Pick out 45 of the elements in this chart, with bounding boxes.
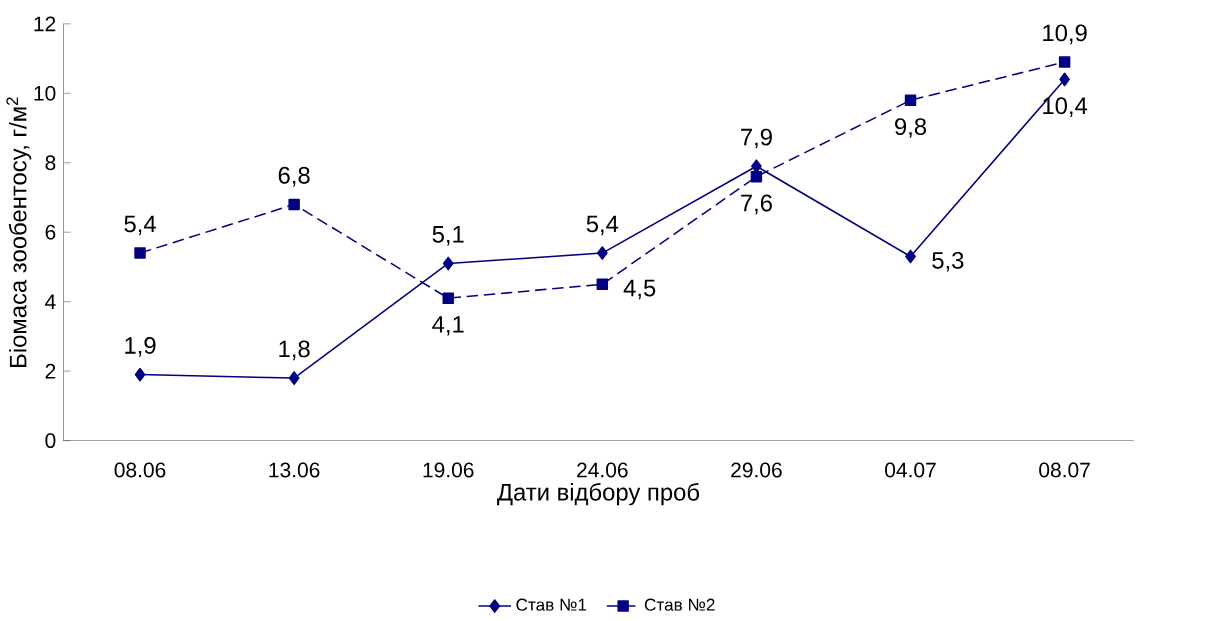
y-tick-label: 0 <box>45 433 56 448</box>
point <box>442 256 454 271</box>
x-tick-label: 13.06 <box>269 462 320 478</box>
data-label: 5,1 <box>432 226 464 246</box>
data-label: 9,8 <box>895 118 927 138</box>
x-axis-title: Дати відбору проб <box>497 482 700 506</box>
x-tick-label: 04.07 <box>885 462 936 478</box>
point <box>1058 56 1071 68</box>
x-tick-label: 08.06 <box>114 462 166 478</box>
data-label: 5,4 <box>124 215 156 236</box>
legend-label: Став №2 <box>644 598 715 611</box>
point <box>288 198 300 211</box>
y-tick-label: 2 <box>45 363 56 379</box>
data-label: 5,4 <box>586 215 619 236</box>
y-tick-label: 10 <box>34 85 56 101</box>
point <box>904 94 917 106</box>
data-label: 1,8 <box>279 340 310 361</box>
point <box>1059 72 1070 87</box>
data-label: 5,3 <box>932 251 964 272</box>
point <box>134 367 146 382</box>
point <box>288 371 300 385</box>
data-label: 4,5 <box>623 279 656 300</box>
y-tick-label: 12 <box>34 16 56 32</box>
y-tick-label: 8 <box>45 155 56 171</box>
x-tick-label: 19.06 <box>423 462 474 478</box>
point <box>750 170 763 183</box>
data-label: 7,6 <box>741 194 772 215</box>
x-tick-label: 24.06 <box>577 462 628 478</box>
x-tick-label: 29.06 <box>731 462 782 478</box>
point <box>442 292 454 304</box>
data-label: 7,9 <box>741 128 772 149</box>
point <box>596 278 609 290</box>
data-label: 4,1 <box>432 316 464 336</box>
data-label: 10,4 <box>1043 97 1088 117</box>
y-tick-label: 6 <box>45 224 56 240</box>
x-tick-label: 08.07 <box>1039 462 1090 478</box>
point <box>596 246 608 260</box>
y-axis-title: Біомаса зообентосу, г/м$^{2}$ <box>6 97 32 367</box>
y-tick-label: 4 <box>45 294 56 309</box>
data-label: 6,8 <box>278 166 310 187</box>
data-label: 10,9 <box>1043 24 1087 45</box>
point <box>905 249 916 264</box>
legend-label: Став №1 <box>516 598 587 611</box>
data-label: 1,9 <box>125 336 156 357</box>
point <box>134 247 146 259</box>
